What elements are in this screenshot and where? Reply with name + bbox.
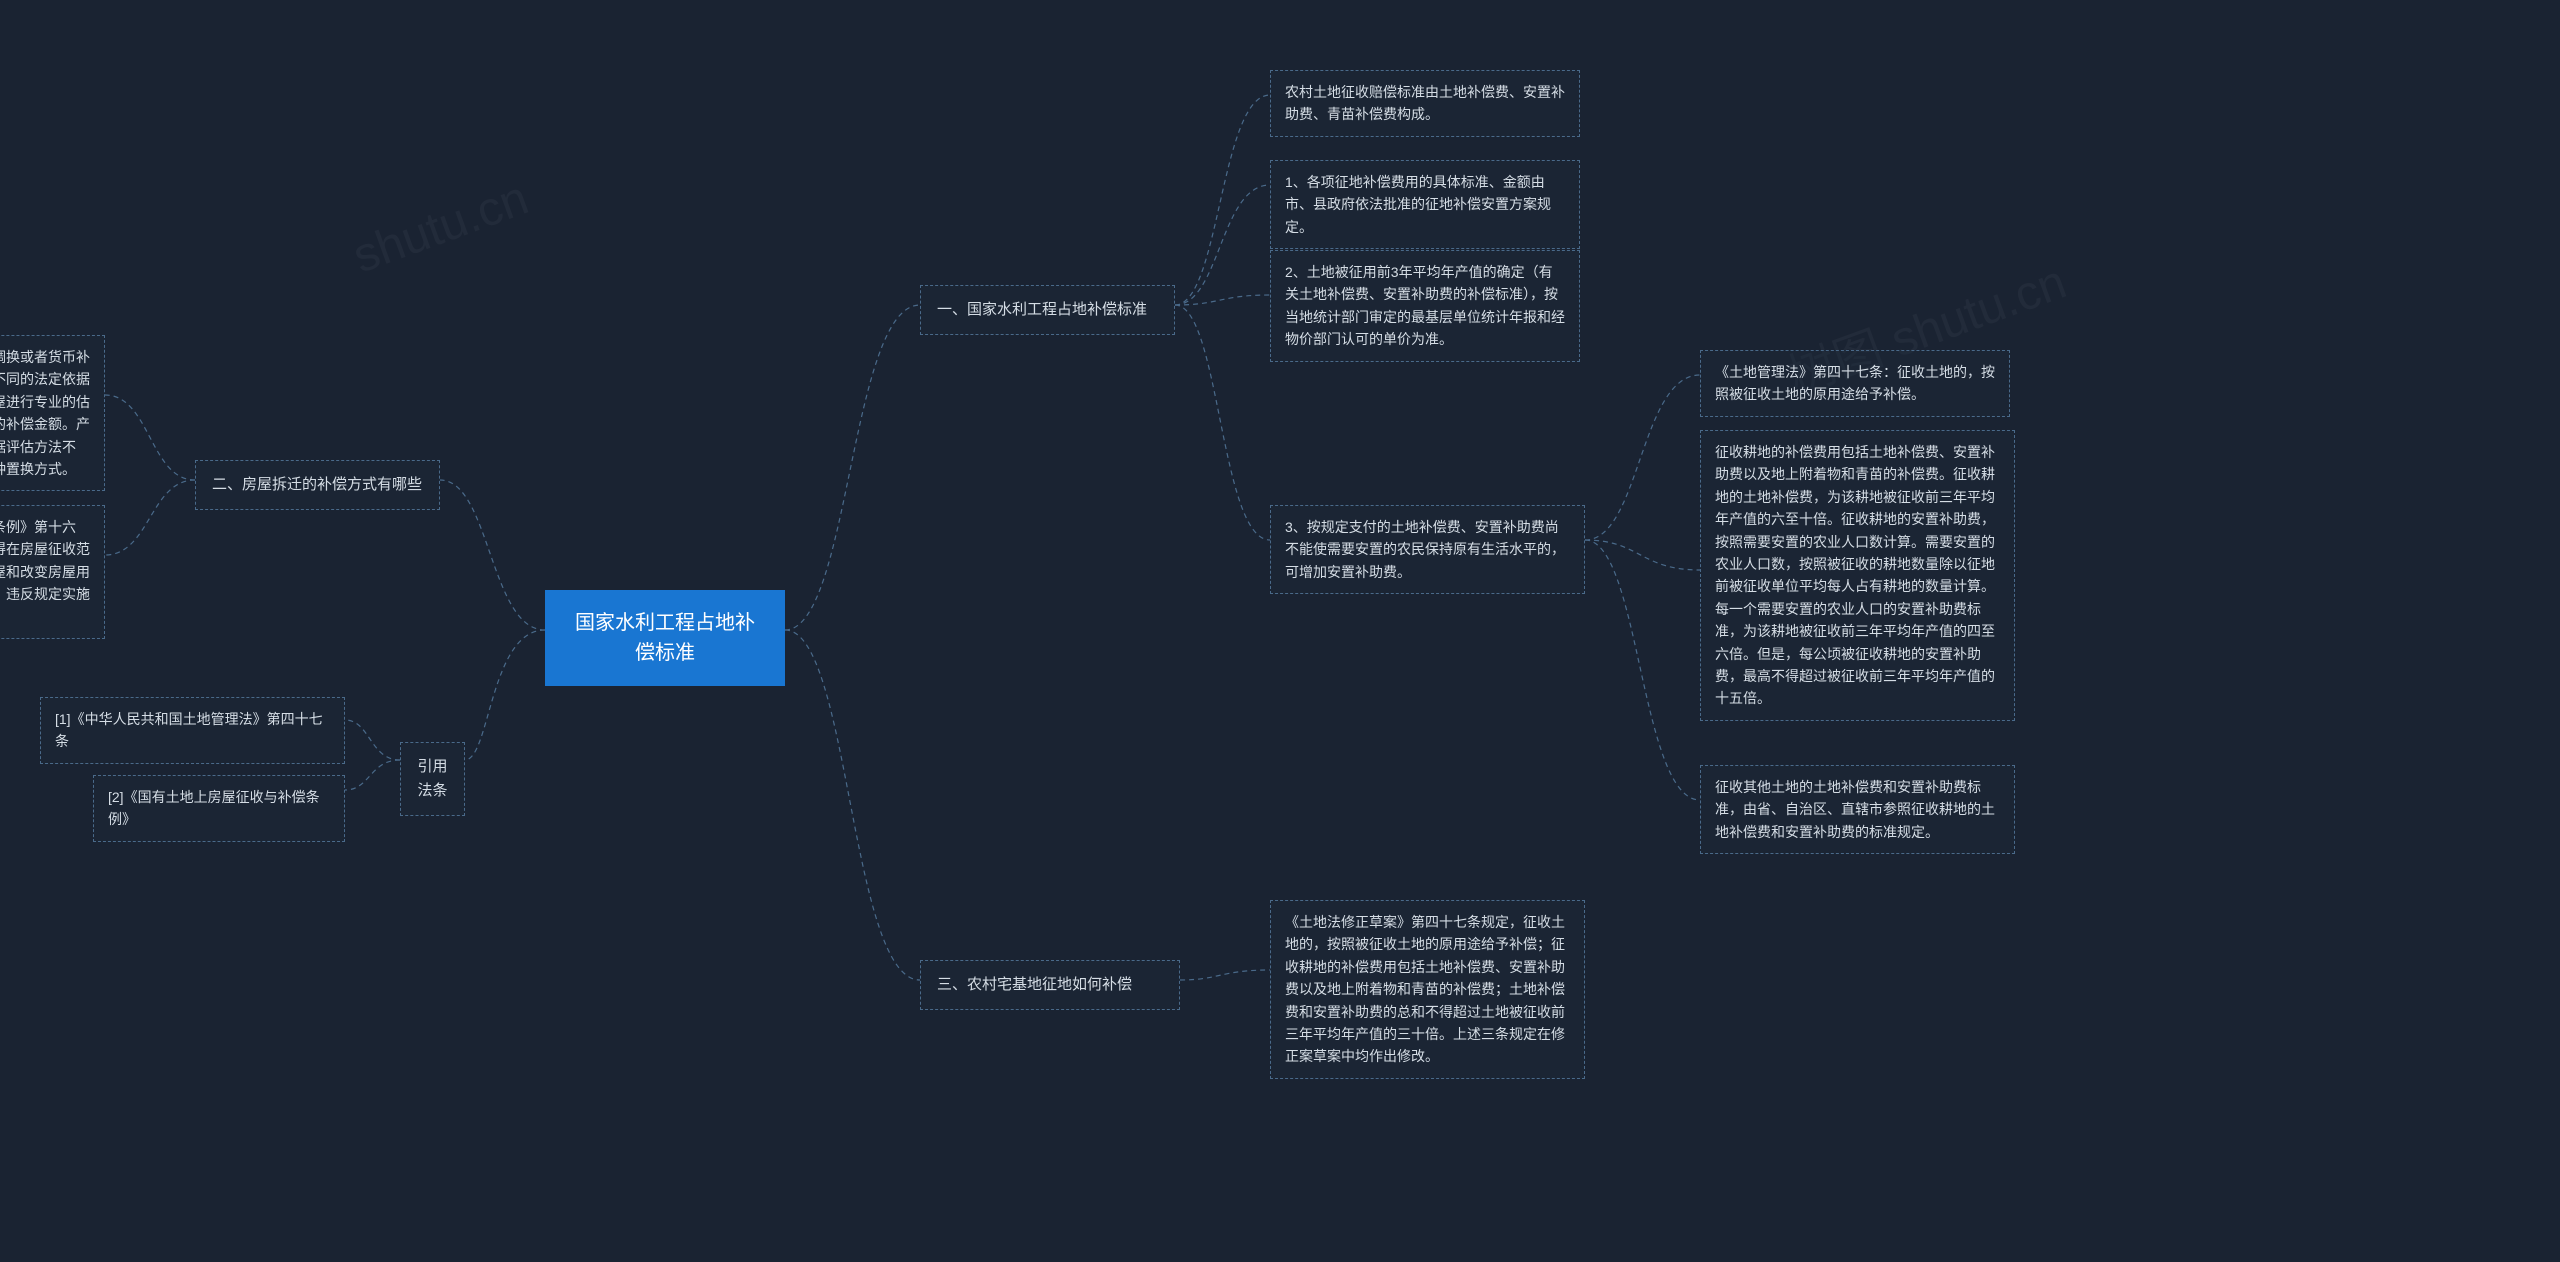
cite-1: [1]《中华人民共和国土地管理法》第四十七条 bbox=[40, 697, 345, 764]
root-node: 国家水利工程占地补偿标准 bbox=[545, 590, 785, 686]
section-1-4-sub-1: 《土地管理法》第四十七条：征收土地的，按照被征收土地的原用途给予补偿。 bbox=[1700, 350, 2010, 417]
section-3-item-1: 《土地法修正草案》第四十七条规定，征收土地的，按照被征收土地的原用途给予补偿；征… bbox=[1270, 900, 1585, 1079]
section-1-4-sub-3: 征收其他土地的土地补偿费和安置补助费标准，由省、自治区、直辖市参照征收耕地的土地… bbox=[1700, 765, 2015, 854]
section-2-item-2: 《国有土地上房屋征收与补偿条例》第十六条：房屋征收范围确定后，不得在房屋征收范围… bbox=[0, 505, 105, 639]
cite-2: [2]《国有土地上房屋征收与补偿条例》 bbox=[93, 775, 345, 842]
section-3: 三、农村宅基地征地如何补偿 bbox=[920, 960, 1180, 1010]
section-2: 二、房屋拆迁的补偿方式有哪些 bbox=[195, 460, 440, 510]
section-1-item-1: 农村土地征收赔偿标准由土地补偿费、安置补助费、青苗补偿费构成。 bbox=[1270, 70, 1580, 137]
section-1: 一、国家水利工程占地补偿标准 bbox=[920, 285, 1175, 335]
section-1-item-3: 2、土地被征用前3年平均年产值的确定（有关土地补偿费、安置补助费的补偿标准），按… bbox=[1270, 250, 1580, 362]
section-2-item-1: 被征收人可选择进行房屋产权调换或者货币补偿两种方式。货币补偿是通过不同的法定依据… bbox=[0, 335, 105, 491]
watermark: shutu.cn bbox=[346, 171, 535, 285]
section-cites: 引用法条 bbox=[400, 742, 465, 816]
section-1-item-4: 3、按规定支付的土地补偿费、安置补助费尚不能使需要安置的农民保持原有生活水平的，… bbox=[1270, 505, 1585, 594]
section-1-4-sub-2: 征收耕地的补偿费用包括土地补偿费、安置补助费以及地上附着物和青苗的补偿费。征收耕… bbox=[1700, 430, 2015, 721]
section-1-item-2: 1、各项征地补偿费用的具体标准、金额由市、县政府依法批准的征地补偿安置方案规定。 bbox=[1270, 160, 1580, 249]
